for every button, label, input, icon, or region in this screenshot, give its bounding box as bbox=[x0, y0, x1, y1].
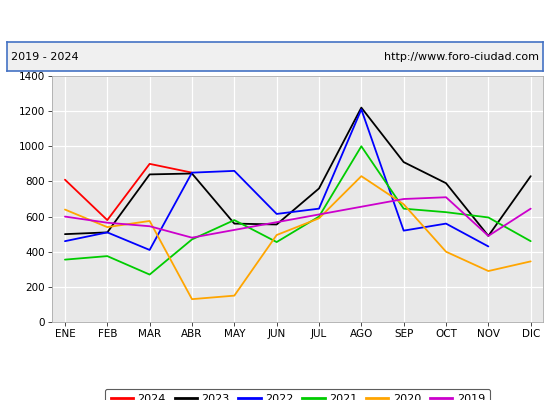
Text: http://www.foro-ciudad.com: http://www.foro-ciudad.com bbox=[384, 52, 539, 62]
Legend: 2024, 2023, 2022, 2021, 2020, 2019: 2024, 2023, 2022, 2021, 2020, 2019 bbox=[105, 389, 491, 400]
Text: 2019 - 2024: 2019 - 2024 bbox=[12, 52, 79, 62]
Text: Evolucion Nº Turistas Nacionales en el municipio de Ribas de Sil: Evolucion Nº Turistas Nacionales en el m… bbox=[62, 15, 488, 28]
